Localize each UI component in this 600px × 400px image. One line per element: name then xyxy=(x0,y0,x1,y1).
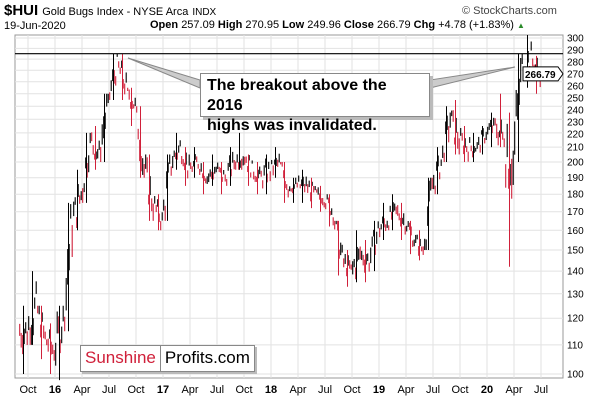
close-value: 266.79 xyxy=(376,19,411,31)
high-value: 270.95 xyxy=(245,19,280,31)
x-tick-label: Jul xyxy=(210,384,224,396)
y-tick-label: 230 xyxy=(567,118,584,129)
y-tick-label: 300 xyxy=(567,34,584,45)
title-row: $HUI Gold Bugs Index - NYSE Arca INDX xyxy=(4,2,216,19)
exchange: INDX xyxy=(192,7,217,18)
up-arrow-icon: ▲ xyxy=(517,21,525,30)
y-tick-label: 150 xyxy=(567,245,584,256)
x-tick-label: Jul xyxy=(534,384,548,396)
logo-part-1: Sunshine xyxy=(81,346,161,371)
x-tick-label: 17 xyxy=(157,384,169,396)
x-tick-label: 19 xyxy=(373,384,385,396)
y-tick-label: 160 xyxy=(567,226,584,237)
symbol: $HUI xyxy=(4,2,39,19)
x-tick-label: Apr xyxy=(289,384,306,396)
y-tick-label: 110 xyxy=(567,340,583,351)
index-name: Gold Bugs Index - NYSE Arca xyxy=(42,6,189,18)
x-tick-label: Oct xyxy=(451,384,468,396)
y-tick-label: 240 xyxy=(567,106,584,117)
x-tick-label: Apr xyxy=(181,384,198,396)
x-tick-label: Oct xyxy=(19,384,36,396)
y-tick-label: 140 xyxy=(567,267,584,278)
annotation-line-1: The breakout above the 2016 xyxy=(207,77,387,114)
y-tick-label: 290 xyxy=(567,46,584,57)
high-label: High xyxy=(217,19,243,31)
date: 19-Jun-2020 xyxy=(4,20,66,32)
chg-value: +4.78 (+1.83%) xyxy=(438,19,514,31)
annotation-box: The breakout above the 2016 highs was in… xyxy=(200,73,430,134)
sunshine-profits-logo: Sunshine Profits.com xyxy=(80,345,255,372)
x-tick-label: 16 xyxy=(49,384,61,396)
close-label: Close xyxy=(343,19,374,31)
y-tick-label: 280 xyxy=(567,58,584,69)
x-tick-label: Jul xyxy=(102,384,116,396)
annotation-pointer-right xyxy=(429,66,516,89)
x-tick-label: Oct xyxy=(235,384,252,396)
y-tick-label: 270 xyxy=(567,70,584,81)
y-tick-label: 120 xyxy=(567,314,584,325)
x-tick-label: 20 xyxy=(481,384,493,396)
x-tick-label: 18 xyxy=(265,384,277,396)
x-tick-label: Apr xyxy=(73,384,90,396)
low-label: Low xyxy=(282,19,305,31)
y-tick-label: 190 xyxy=(567,173,584,184)
y-tick-label: 220 xyxy=(567,130,584,141)
y-tick-label: 170 xyxy=(567,207,584,218)
chg-label: Chg xyxy=(413,19,436,31)
annotation-line-2: highs was invalidated. xyxy=(207,117,377,134)
y-tick-label: 100 xyxy=(567,370,584,381)
x-tick-label: Oct xyxy=(127,384,144,396)
quote-line: Open 257.09 High 270.95 Low 249.96 Close… xyxy=(150,19,525,31)
open-label: Open xyxy=(150,19,179,31)
x-tick-label: Apr xyxy=(397,384,414,396)
x-tick-label: Oct xyxy=(343,384,360,396)
last-price-label: 266.79 xyxy=(525,70,556,81)
low-value: 249.96 xyxy=(307,19,341,31)
x-tick-label: Jul xyxy=(318,384,332,396)
y-tick-label: 200 xyxy=(567,158,584,169)
open-value: 257.09 xyxy=(181,19,215,31)
x-tick-label: Apr xyxy=(505,384,522,396)
y-tick-label: 210 xyxy=(567,143,584,154)
y-tick-label: 180 xyxy=(567,190,584,201)
logo-part-2: Profits.com xyxy=(164,348,250,367)
y-tick-label: 130 xyxy=(567,289,584,300)
watermark: © StockCharts.com xyxy=(462,5,557,17)
last-price-tag xyxy=(522,66,564,82)
x-tick-label: Jul xyxy=(426,384,440,396)
y-tick-label: 250 xyxy=(567,94,584,105)
y-tick-label: 260 xyxy=(567,82,584,93)
